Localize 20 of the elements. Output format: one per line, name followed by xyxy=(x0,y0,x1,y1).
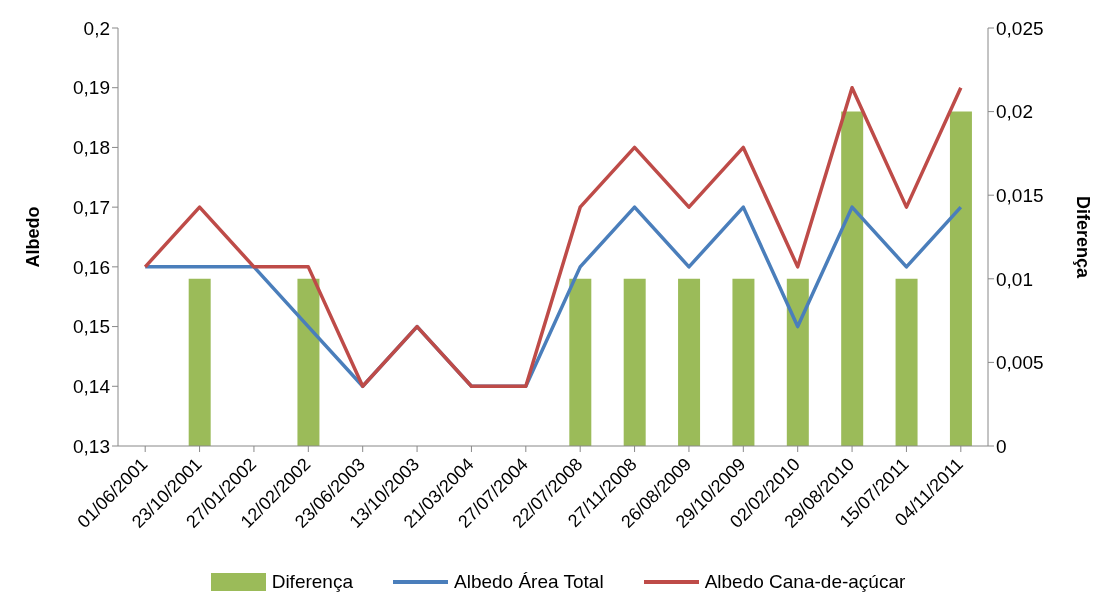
legend-label: Albedo Área Total xyxy=(453,571,604,593)
line-series xyxy=(143,85,963,389)
y2-tick-label: 0,01 xyxy=(996,268,1033,290)
y2-tick-label: 0 xyxy=(996,435,1007,457)
y-axis-title: Albedo xyxy=(23,206,44,268)
y-tick-label: 0,15 xyxy=(73,316,110,338)
y2-tick-label: 0,025 xyxy=(996,17,1044,39)
y-tick-label: 0,13 xyxy=(73,435,110,457)
y-tick-label: 0,16 xyxy=(73,256,110,278)
y-tick-label: 0,17 xyxy=(73,196,110,218)
y2-tick-label: 0,005 xyxy=(996,352,1044,374)
legend-label: Diferença xyxy=(271,571,353,593)
y-tick-label: 0,14 xyxy=(73,376,111,398)
y-tick-label: 0,18 xyxy=(73,137,110,159)
y2-tick-label: 0,02 xyxy=(996,101,1033,123)
y2-axis-title: Diferença xyxy=(1072,195,1093,279)
y-tick-label: 0,2 xyxy=(83,17,110,39)
legend-label: Albedo Cana-de-açúcar xyxy=(704,571,906,593)
y2-tick-label: 0,015 xyxy=(996,184,1044,206)
y-tick-label: 0,19 xyxy=(73,77,110,99)
